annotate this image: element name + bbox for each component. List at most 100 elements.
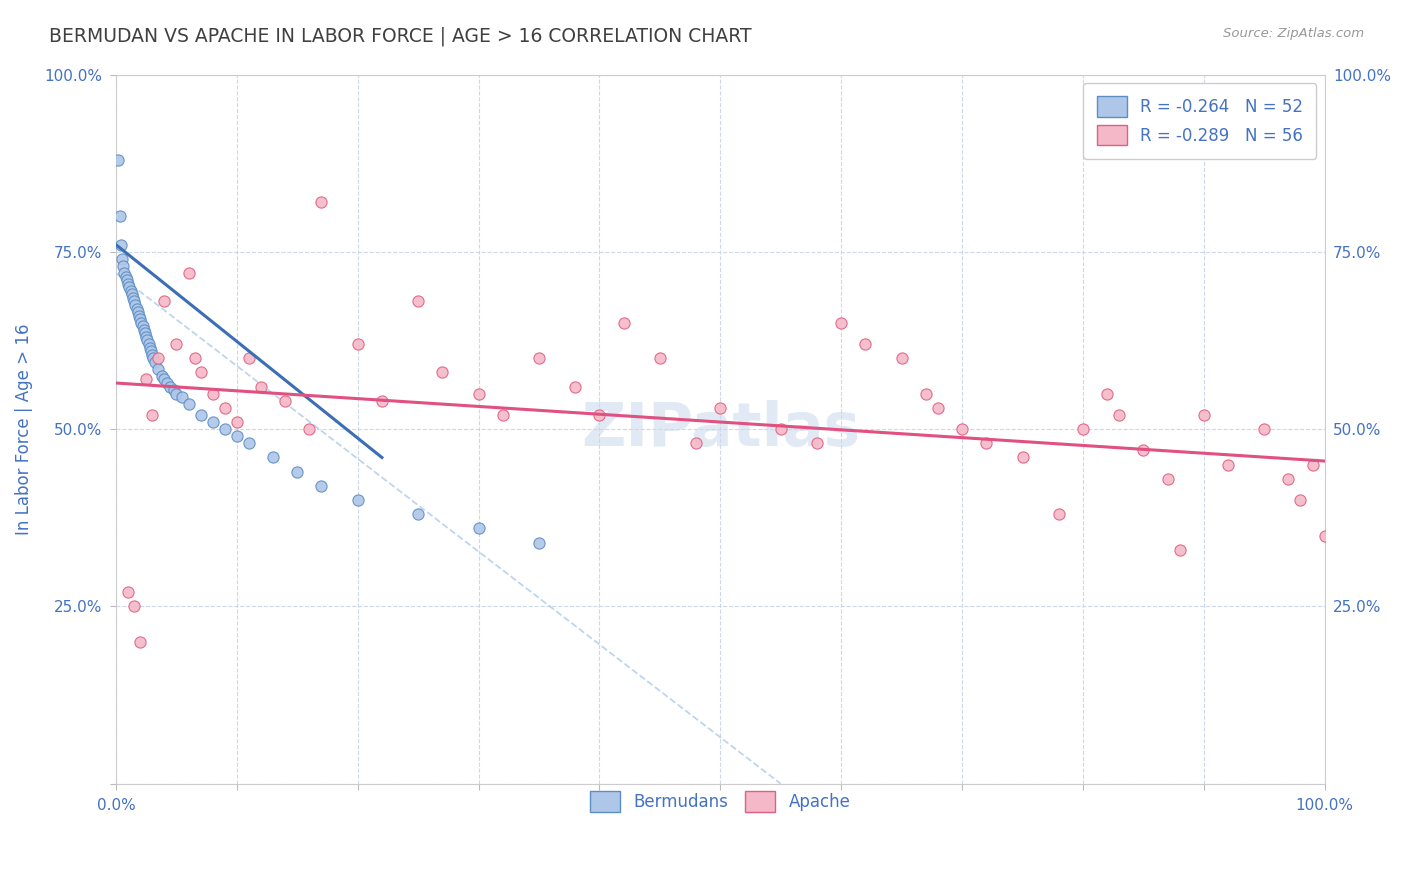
Point [950,422,973,436]
Point [1132,443,1154,458]
Point [138,337,160,351]
Point [492,408,515,422]
Point [769,422,792,436]
Point [122,291,145,305]
Point [159,379,181,393]
Point [129,635,152,649]
Point [142,351,165,366]
Point [118,280,141,294]
Point [122,294,145,309]
Point [853,337,876,351]
Point [107,153,129,167]
Point [406,507,429,521]
Point [250,379,273,393]
Point [135,372,157,386]
Point [1302,458,1324,472]
Point [311,479,333,493]
Point [136,334,159,348]
Point [110,237,132,252]
Point [201,415,224,429]
Point [132,323,155,337]
Point [124,298,146,312]
Point [1277,472,1299,486]
Point [1313,528,1336,542]
Point [131,316,153,330]
Point [238,351,260,366]
Point [1168,542,1191,557]
Point [432,365,454,379]
Point [165,386,187,401]
Point [648,351,671,366]
Point [371,393,394,408]
Point [311,195,333,210]
Text: BERMUDAN VS APACHE IN LABOR FORCE | AGE > 16 CORRELATION CHART: BERMUDAN VS APACHE IN LABOR FORCE | AGE … [49,27,752,46]
Point [214,401,236,415]
Point [467,521,489,535]
Point [214,422,236,436]
Point [128,309,150,323]
Point [225,429,247,443]
Point [406,294,429,309]
Point [298,422,321,436]
Point [190,365,212,379]
Point [1095,386,1118,401]
Point [143,355,166,369]
Point [153,372,176,386]
Point [1192,408,1215,422]
Point [122,599,145,614]
Point [1289,493,1312,508]
Point [285,465,308,479]
Point [274,393,297,408]
Point [262,450,284,465]
Point [190,408,212,422]
Point [1156,472,1178,486]
Point [1216,458,1239,472]
Point [108,210,131,224]
Point [830,316,852,330]
Point [177,266,200,280]
Point [117,585,139,599]
Point [148,362,170,376]
Point [613,316,636,330]
Point [165,337,187,351]
Point [238,436,260,450]
Point [141,348,163,362]
Point [135,330,157,344]
Point [172,390,194,404]
Point [153,294,176,309]
Point [467,386,489,401]
Point [527,535,550,549]
Point [134,326,156,341]
Point [125,301,148,316]
Legend: Bermudans, Apache: Bermudans, Apache [576,778,863,825]
Point [1071,422,1094,436]
Point [183,351,205,366]
Point [806,436,828,450]
Point [117,277,139,291]
Point [114,266,136,280]
Text: Source: ZipAtlas.com: Source: ZipAtlas.com [1223,27,1364,40]
Point [1011,450,1033,465]
Point [346,337,368,351]
Point [163,383,186,397]
Point [685,436,707,450]
Point [1108,408,1130,422]
Point [927,401,949,415]
Point [120,284,142,298]
Point [139,341,162,355]
Point [129,312,152,326]
Point [588,408,610,422]
Point [974,436,997,450]
Point [177,397,200,411]
Point [131,319,153,334]
Y-axis label: In Labor Force | Age > 16: In Labor Force | Age > 16 [15,324,32,535]
Point [225,415,247,429]
Point [1047,507,1070,521]
Point [115,273,138,287]
Point [139,344,162,359]
Point [527,351,550,366]
Point [1253,422,1275,436]
Point [121,287,143,301]
Point [564,379,586,393]
Text: ZIPatlas: ZIPatlas [581,400,860,458]
